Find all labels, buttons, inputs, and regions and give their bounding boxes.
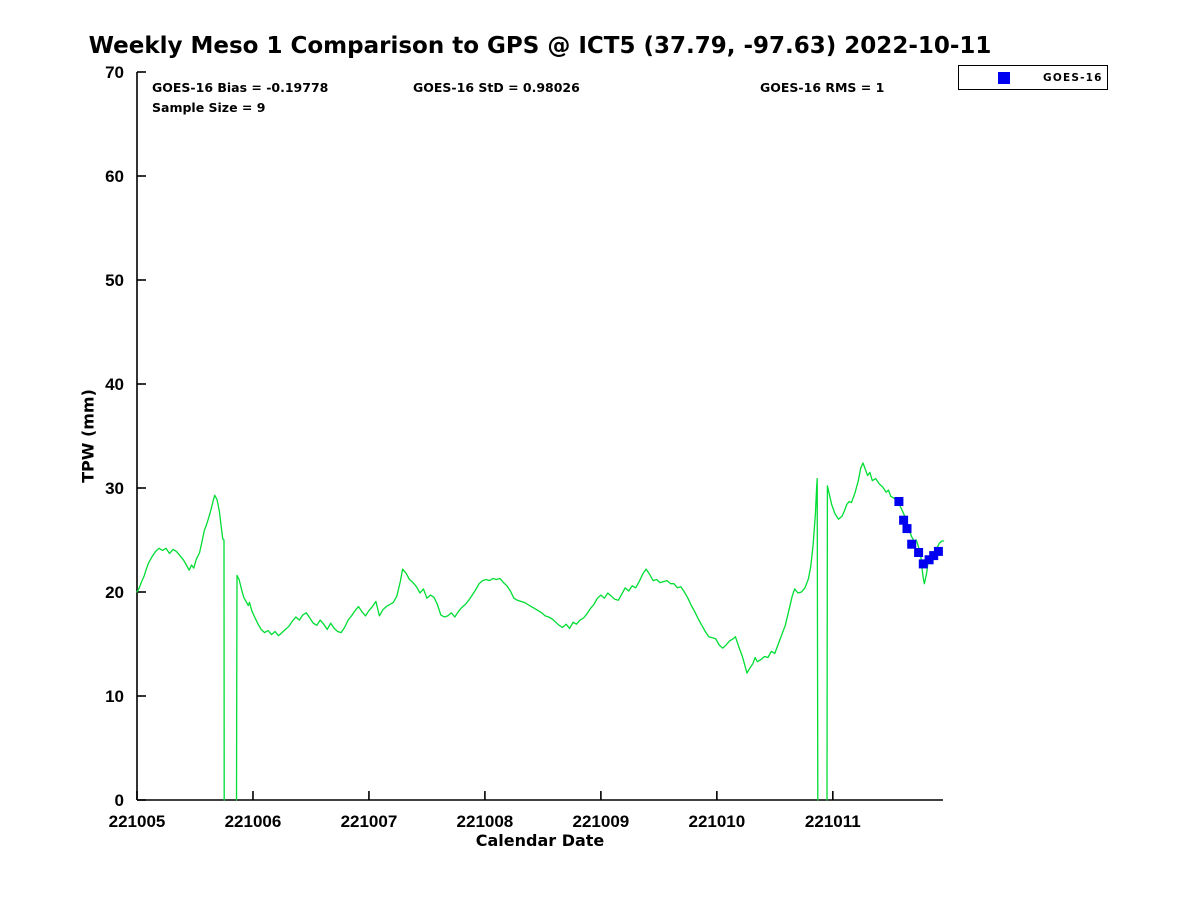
y-tick-label: 60 — [105, 167, 124, 186]
y-tick-label: 70 — [105, 63, 124, 82]
y-axis-label: TPW (mm) — [78, 389, 98, 483]
legend: GOES-16 — [958, 65, 1108, 90]
stat-rms: GOES-16 RMS = 1 — [760, 80, 885, 95]
y-tick-label: 0 — [115, 791, 124, 810]
y-tick-label: 10 — [105, 687, 124, 706]
goes16-marker — [933, 546, 943, 556]
x-tick-label: 221006 — [225, 812, 282, 831]
goes16-marker — [918, 559, 928, 569]
x-tick-label: 221007 — [341, 812, 398, 831]
y-tick-label: 50 — [105, 271, 124, 290]
y-tick-label: 20 — [105, 583, 124, 602]
goes16-marker — [924, 555, 934, 565]
gps-line-series — [235, 477, 819, 801]
goes16-marker — [907, 539, 917, 549]
x-tick-label: 221008 — [457, 812, 514, 831]
y-tick-label: 30 — [105, 479, 124, 498]
goes16-marker — [914, 548, 924, 557]
x-tick-label: 221005 — [109, 812, 166, 831]
goes16-marker — [902, 524, 912, 534]
gps-line-series — [136, 494, 225, 801]
gps-line-series — [826, 462, 945, 801]
legend-goes16-square-marker — [998, 71, 1010, 84]
y-tick-label: 40 — [105, 375, 124, 394]
stat-std: GOES-16 StD = 0.98026 — [413, 80, 580, 95]
x-tick-label: 221011 — [805, 812, 861, 831]
goes16-marker — [899, 515, 909, 525]
goes16-marker — [929, 551, 939, 561]
stat-sample-size: Sample Size = 9 — [152, 100, 266, 115]
x-tick-label: 221010 — [688, 812, 745, 831]
chart-title: Weekly Meso 1 Comparison to GPS @ ICT5 (… — [88, 33, 992, 59]
x-tick-label: 221009 — [573, 812, 630, 831]
goes16-marker — [894, 497, 904, 506]
x-axis-label: Calendar Date — [475, 831, 605, 850]
legend-goes16-label: GOES-16 — [1043, 71, 1103, 84]
stat-bias: GOES-16 Bias = -0.19778 — [152, 80, 329, 95]
